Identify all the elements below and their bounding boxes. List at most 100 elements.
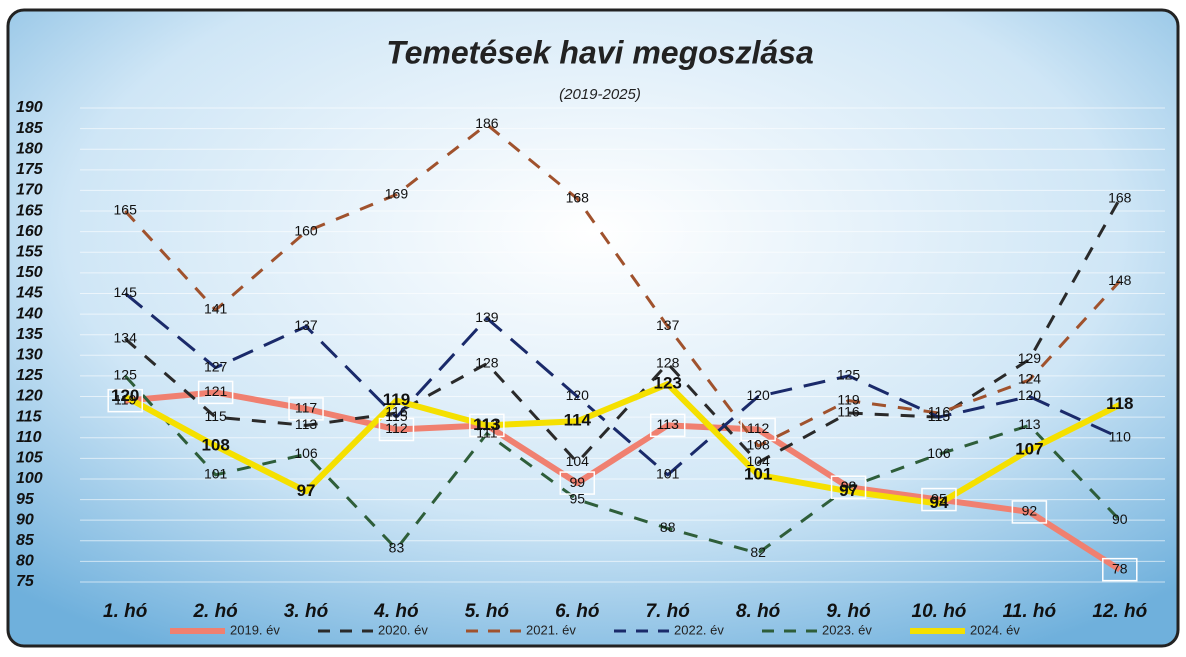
data-label: 104 [566, 453, 590, 469]
data-label: 82 [750, 544, 766, 560]
legend-label: 2023. év [822, 622, 872, 637]
y-tick-label: 160 [16, 223, 43, 240]
legend-label: 2022. év [674, 622, 724, 637]
y-tick-label: 155 [16, 243, 44, 260]
y-tick-label: 120 [16, 388, 43, 405]
y-tick-label: 190 [16, 99, 43, 116]
label-box [378, 417, 415, 442]
data-label: 108 [746, 437, 770, 453]
data-label: 106 [927, 445, 951, 461]
data-label: 95 [570, 490, 586, 506]
y-tick-label: 165 [16, 202, 44, 219]
series-line [124, 292, 1121, 477]
data-label: 101 [656, 466, 680, 482]
y-tick-label: 135 [16, 326, 44, 343]
data-label: 124 [1018, 371, 1042, 387]
data-label: 99 [570, 474, 586, 490]
x-tick-label: 11. hó [1003, 601, 1057, 622]
data-label: 117 [295, 400, 318, 416]
data-label: 101 [204, 466, 228, 482]
y-tick-label: 110 [16, 429, 42, 446]
data-label: 123 [654, 374, 682, 393]
y-tick-label: 125 [16, 367, 44, 384]
y-tick-label: 80 [16, 553, 34, 570]
y-tick-label: 175 [16, 161, 44, 178]
y-tick-label: 130 [16, 347, 43, 364]
data-label: 116 [928, 404, 951, 420]
x-tick-label: 10. hó [912, 601, 967, 622]
frame [6, 8, 1180, 648]
x-tick-label: 2. hó [192, 601, 237, 622]
data-label: 113 [476, 416, 499, 432]
chart-title: Temetések havi megoszlása [386, 34, 813, 70]
data-label: 115 [204, 408, 227, 424]
data-label: 125 [837, 367, 861, 383]
data-label: 88 [660, 519, 676, 535]
label-box [197, 380, 234, 405]
y-tick-label: 95 [16, 491, 35, 508]
y-tick-label: 185 [16, 120, 44, 137]
data-label: 113 [657, 416, 680, 432]
data-label: 139 [475, 309, 499, 325]
data-label: 97 [297, 481, 316, 500]
data-label: 98 [841, 478, 857, 494]
data-label: 92 [1022, 503, 1038, 519]
data-label: 118 [1106, 394, 1133, 413]
legend-label: 2024. év [970, 622, 1020, 637]
data-label: 110 [1109, 428, 1132, 444]
y-tick-label: 145 [16, 285, 44, 302]
data-label: 125 [114, 367, 138, 383]
data-label: 128 [656, 354, 680, 370]
label-box [1011, 500, 1048, 524]
data-label: 83 [389, 540, 405, 556]
y-tick-label: 140 [16, 305, 43, 322]
data-label: 169 [385, 185, 409, 201]
data-label: 165 [114, 202, 138, 218]
label-box [1102, 557, 1138, 582]
x-tick-label: 1. hó [103, 601, 147, 622]
data-label: 119 [837, 391, 860, 407]
label-box [921, 487, 957, 512]
data-label: 98 [841, 478, 857, 494]
y-tick-label: 105 [16, 450, 44, 467]
data-label: 108 [201, 435, 229, 454]
data-label: 113 [295, 416, 318, 432]
y-tick-label: 75 [16, 573, 35, 590]
y-tick-label: 150 [16, 264, 43, 281]
data-label: 168 [566, 189, 590, 205]
legend-label: 2020. év [378, 622, 428, 637]
y-tick-label: 170 [16, 182, 43, 199]
label-box [469, 413, 505, 438]
series-line [124, 389, 1122, 573]
data-label: 120 [1018, 387, 1042, 403]
series-line [124, 122, 1121, 448]
data-label: 120 [566, 387, 590, 403]
data-label: 111 [476, 424, 497, 440]
data-label: 137 [656, 317, 680, 333]
data-label: 128 [475, 354, 499, 370]
legend-label: 2021. év [526, 622, 576, 637]
data-label: 148 [1108, 272, 1132, 288]
data-label: 186 [475, 115, 499, 131]
data-label: 120 [746, 387, 770, 403]
x-tick-label: 12. hó [1092, 601, 1147, 622]
data-label: 78 [1112, 560, 1128, 576]
data-label: 112 [747, 420, 770, 436]
data-label: 95 [931, 490, 947, 506]
legend-label: 2019. év [230, 622, 280, 637]
data-label: 127 [204, 358, 228, 374]
data-label: 90 [1112, 511, 1128, 527]
x-tick-label: 9. hó [826, 601, 870, 622]
y-tick-label: 90 [16, 511, 34, 528]
label-box [649, 413, 686, 438]
label-box [559, 471, 596, 495]
series-line [124, 374, 1121, 555]
x-tick-label: 7. hó [646, 601, 690, 622]
data-label: 114 [564, 411, 592, 430]
x-tick-label: 5. hó [465, 601, 509, 622]
label-box [830, 475, 867, 499]
data-label: 129 [1018, 350, 1042, 366]
data-label: 104 [746, 453, 770, 469]
data-label: 168 [1108, 189, 1132, 205]
data-label: 115 [928, 408, 951, 424]
